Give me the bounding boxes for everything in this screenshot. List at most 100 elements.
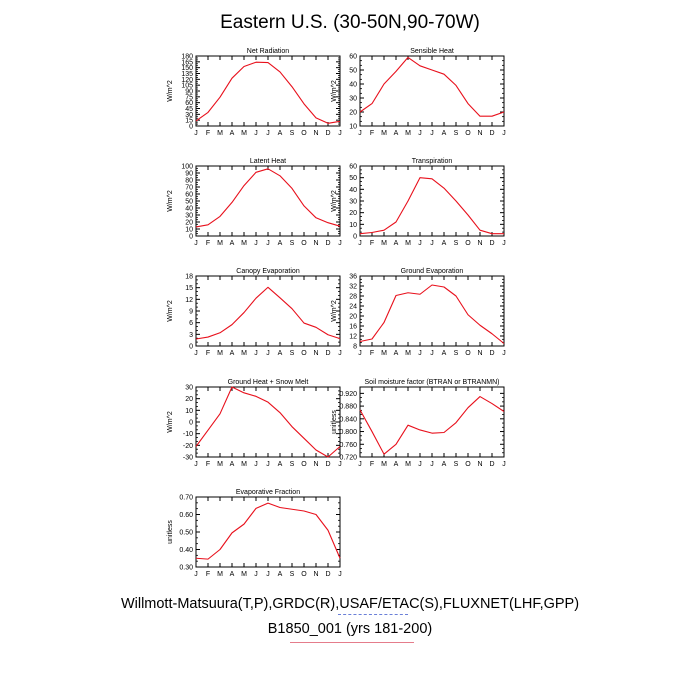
y-tick-label: 60	[349, 54, 357, 61]
series-line	[359, 395, 505, 455]
y-tick-label: 0.840	[339, 416, 357, 423]
y-tick-label: 135	[181, 71, 193, 78]
x-tick-label: J	[358, 130, 362, 137]
x-tick-label: A	[230, 350, 235, 357]
x-tick-label: J	[254, 461, 258, 468]
x-tick-label: F	[370, 461, 374, 468]
series-line	[195, 502, 341, 560]
x-tick-label: O	[465, 350, 471, 357]
x-tick-label: M	[217, 571, 223, 578]
x-tick-label: J	[266, 461, 270, 468]
x-tick-label: M	[381, 240, 387, 247]
page-title: Eastern U.S. (30-50N,90-70W)	[220, 12, 480, 33]
y-tick-label: 20	[185, 396, 193, 403]
x-tick-label: A	[394, 130, 399, 137]
panel-title: Net Radiation	[247, 48, 290, 55]
x-tick-label: J	[338, 240, 342, 247]
y-tick-label: 50	[349, 68, 357, 75]
x-tick-label: S	[454, 461, 459, 468]
x-tick-label: J	[430, 130, 434, 137]
y-tick-label: 60	[185, 192, 193, 199]
x-tick-label: J	[194, 461, 198, 468]
x-tick-label: M	[217, 461, 223, 468]
panel-title: Sensible Heat	[410, 48, 454, 55]
y-tick-label: 0.720	[339, 455, 357, 462]
x-tick-label: J	[358, 240, 362, 247]
y-tick-label: 24	[349, 304, 357, 311]
x-tick-label: J	[430, 240, 434, 247]
y-tick-label: 32	[349, 284, 357, 291]
y-tick-label: 40	[349, 187, 357, 194]
x-tick-label: N	[313, 461, 318, 468]
x-tick-label: D	[325, 571, 330, 578]
x-tick-label: A	[442, 350, 447, 357]
y-tick-label: 0.800	[339, 429, 357, 436]
x-tick-label: M	[217, 240, 223, 247]
y-tick-label: 3	[189, 332, 193, 339]
y-tick-label: 30	[185, 385, 193, 392]
plot-frame	[359, 55, 505, 127]
plot-frame	[195, 275, 341, 347]
y-tick-label: 0	[189, 420, 193, 427]
x-tick-label: M	[405, 130, 411, 137]
y-tick-label: 180	[181, 54, 193, 61]
y-tick-label: 0	[189, 234, 193, 241]
x-tick-label: N	[313, 350, 318, 357]
series-line	[359, 177, 504, 235]
x-tick-label: D	[325, 350, 330, 357]
series-line	[195, 61, 341, 124]
x-tick-label: O	[301, 240, 307, 247]
x-tick-label: M	[241, 461, 247, 468]
x-tick-label: F	[206, 240, 210, 247]
panel-title: Latent Heat	[250, 158, 286, 165]
x-tick-label: M	[217, 130, 223, 137]
series-line	[359, 284, 505, 344]
y-tick-label: 100	[181, 164, 193, 171]
x-tick-label: D	[489, 240, 494, 247]
y-tick-label: 40	[349, 82, 357, 89]
panel-title: Ground Evaporation	[401, 268, 464, 275]
y-tick-label: 0	[189, 344, 193, 351]
x-tick-label: A	[278, 461, 283, 468]
y-tick-label: 70	[185, 185, 193, 192]
panel-6: Ground Evaporation W/m^2 8 12 16 20 24 28 32 36 J F…	[331, 268, 506, 357]
x-tick-label: O	[465, 130, 471, 137]
x-tick-label: O	[301, 461, 307, 468]
x-tick-label: N	[313, 240, 318, 247]
y-axis-label: W/m^2	[167, 411, 174, 433]
x-tick-label: A	[278, 350, 283, 357]
x-tick-label: M	[241, 130, 247, 137]
x-tick-label: D	[325, 461, 330, 468]
y-axis-label: W/m^2	[331, 190, 338, 212]
x-tick-label: O	[465, 461, 471, 468]
y-tick-label: 30	[349, 199, 357, 206]
y-tick-label: 60	[185, 100, 193, 107]
y-tick-label: 30	[185, 213, 193, 220]
x-tick-label: S	[290, 130, 295, 137]
y-tick-label: 90	[185, 89, 193, 96]
panel-9: Evaporative Fraction unitless 0.30 0.40 0.50…	[167, 489, 342, 578]
x-tick-label: A	[278, 240, 283, 247]
panel-8: Soil moisture factor (BTRAN or BTRANMN) u…	[331, 379, 506, 468]
x-tick-label: D	[325, 240, 330, 247]
x-tick-label: S	[454, 130, 459, 137]
x-tick-label: M	[241, 350, 247, 357]
x-tick-label: J	[194, 130, 198, 137]
x-tick-label: M	[381, 350, 387, 357]
footer-case-name: B1850_001 (yrs 181-200)	[267, 621, 433, 637]
x-tick-label: O	[301, 350, 307, 357]
y-tick-label: 9	[189, 309, 193, 316]
x-tick-label: M	[405, 240, 411, 247]
x-tick-label: F	[206, 461, 210, 468]
x-tick-label: J	[358, 461, 362, 468]
y-tick-label: 50	[185, 199, 193, 206]
x-tick-label: N	[477, 461, 482, 468]
x-tick-label: J	[338, 350, 342, 357]
x-tick-label: J	[254, 130, 258, 137]
x-tick-label: J	[430, 461, 434, 468]
x-tick-label: F	[370, 130, 374, 137]
x-tick-label: J	[266, 571, 270, 578]
y-tick-label: 12	[185, 297, 193, 304]
